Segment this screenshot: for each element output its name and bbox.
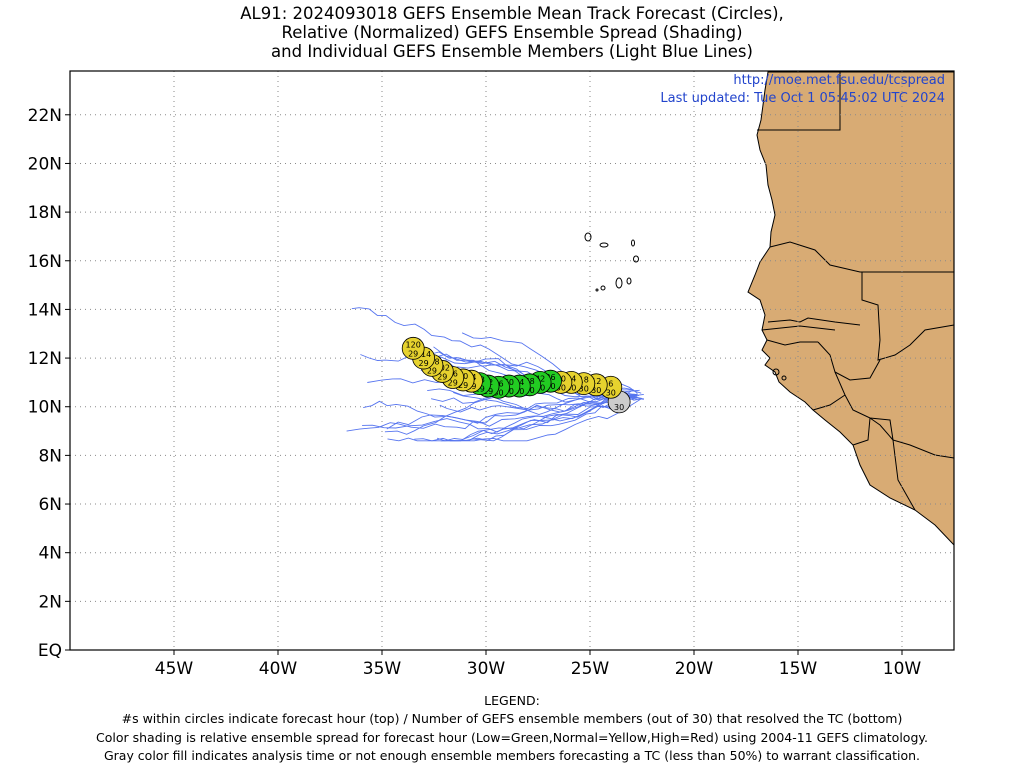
lat-label: 18N <box>28 203 62 223</box>
member-count-label: 29 <box>483 387 493 396</box>
lat-label: 22N <box>28 106 62 126</box>
member-count-label: 30 <box>579 385 589 394</box>
lon-label: 20W <box>675 659 714 679</box>
member-track-line <box>387 395 644 442</box>
africa-land <box>747 71 955 547</box>
lat-label: 20N <box>28 154 62 174</box>
country-borders <box>757 72 955 511</box>
lon-label: 45W <box>155 659 194 679</box>
last-updated: Last updated: Tue Oct 1 05:45:02 UTC 202… <box>660 91 945 106</box>
member-count-label: 29 <box>419 359 429 368</box>
lat-label: 2N <box>38 592 62 612</box>
member-count-label: 29 <box>458 381 468 390</box>
legend-line-1: #s within circles indicate forecast hour… <box>121 711 903 727</box>
member-count-label: 29 <box>475 385 485 394</box>
member-count-label: 29 <box>448 379 458 388</box>
member-track-line <box>384 393 633 435</box>
lon-label: 40W <box>259 659 298 679</box>
member-track-line <box>362 393 637 433</box>
forecast-hour-label: 18 <box>579 376 589 385</box>
member-count-label: 30 <box>591 386 601 395</box>
latitude-labels: 22N 20N 18N 16N 14N 12N 10N 8N 6N 4N 2N EQ <box>28 106 62 661</box>
longitude-ticks <box>173 650 903 655</box>
member-track-line <box>430 395 638 413</box>
forecast-hour-label: 6 <box>608 379 613 388</box>
lat-label: 8N <box>38 446 62 466</box>
forecast-hour-label: 114 <box>416 350 431 359</box>
lat-label: 4N <box>38 544 62 564</box>
lat-label: 12N <box>28 349 62 369</box>
forecast-hour-label: 120 <box>406 340 421 349</box>
legend-line-3: Gray color fill indicates analysis time … <box>103 748 921 764</box>
west-africa-landmass <box>747 71 955 547</box>
longitude-labels: 45W 40W 35W 30W 25W 20W 15W 10W <box>155 659 922 679</box>
legend-line-2: Color shading is relative ensemble sprea… <box>96 729 928 745</box>
lon-label: 15W <box>779 659 818 679</box>
member-count-label: 30 <box>556 383 566 392</box>
legend: LEGEND: #s within circles indicate forec… <box>0 692 1024 766</box>
lon-label: 35W <box>363 659 402 679</box>
lat-label: EQ <box>38 641 62 661</box>
title-line-2: Relative (Normalized) GEFS Ensemble Spre… <box>281 23 743 42</box>
lon-label: 25W <box>571 659 610 679</box>
member-count-label: 30 <box>514 387 524 396</box>
member-track-line <box>386 389 640 430</box>
lat-label: 10N <box>28 398 62 418</box>
lon-label: 10W <box>883 659 922 679</box>
forecast-hour-label: 36 <box>545 373 555 382</box>
latitude-ticks <box>65 114 70 651</box>
map-title: AL91: 2024093018 GEFS Ensemble Mean Trac… <box>0 4 1024 61</box>
member-count-label: 29 <box>408 349 418 358</box>
lat-label: 16N <box>28 252 62 272</box>
member-count-label: 30 <box>566 383 576 392</box>
title-line-3: and Individual GEFS Ensemble Members (Li… <box>271 42 753 61</box>
forecast-hour-label: 12 <box>591 377 601 386</box>
member-count-label: 29 <box>437 372 447 381</box>
forecast-hour-label: 42 <box>535 374 545 383</box>
legend-heading: LEGEND: <box>484 693 540 708</box>
member-track-line <box>448 398 642 442</box>
title-line-1: AL91: 2024093018 GEFS Ensemble Mean Trac… <box>240 4 784 23</box>
track-circle <box>401 336 425 360</box>
cape-verde-islands <box>584 232 787 381</box>
lon-label: 30W <box>467 659 506 679</box>
member-track-line <box>346 389 642 432</box>
forecast-hour-label: 60 <box>504 378 514 387</box>
source-url[interactable]: http://moe.met.fsu.edu/tcspread <box>733 73 945 88</box>
forecast-map: 3063012301830243030303630423048305430603… <box>28 70 955 679</box>
member-count-label: 30 <box>493 388 503 397</box>
map-frame <box>69 70 955 651</box>
mean-track-circles: 3063012301830243030303630423048305430603… <box>401 336 631 414</box>
forecast-hour-label: 48 <box>525 377 535 386</box>
member-count-label: 30 <box>606 388 616 397</box>
member-count-label: 30 <box>614 403 624 412</box>
member-count-label: 29 <box>427 366 437 375</box>
lat-label: 14N <box>28 300 62 320</box>
lat-label: 6N <box>38 495 62 515</box>
